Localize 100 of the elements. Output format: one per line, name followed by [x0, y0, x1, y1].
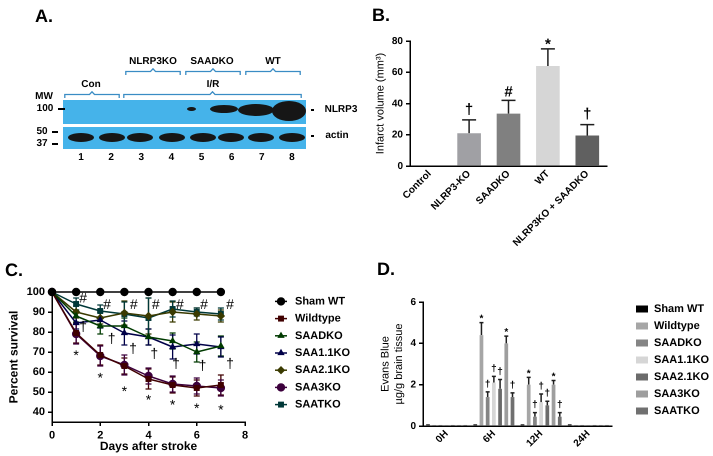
annotation: * [73, 347, 80, 364]
annotation: # [130, 296, 138, 312]
text: I/R [206, 79, 220, 91]
y-tick-label: 80 [32, 326, 45, 338]
y-tick-label: 6 [410, 296, 416, 308]
annotation: † [538, 380, 544, 392]
annotation: † [484, 378, 490, 390]
point [97, 352, 104, 358]
bar [536, 66, 560, 166]
annotation: # [176, 296, 184, 312]
y-tick-label: 60 [392, 67, 404, 78]
legend-label: Sham WT [654, 303, 704, 316]
point [144, 288, 153, 296]
annotation: * [504, 327, 508, 338]
chart-title: B. [372, 4, 390, 25]
legend-label: SAA1.1KO [654, 354, 710, 366]
point [146, 376, 152, 382]
y-tick-label: 0 [410, 420, 416, 432]
x-axis-title: Days after stroke [100, 439, 198, 454]
text: A. [35, 6, 53, 26]
legend-label: SAATKO [295, 398, 342, 411]
annotation: † [79, 318, 88, 334]
annotation: # [103, 296, 112, 312]
point [144, 312, 153, 320]
annotation: † [464, 100, 474, 118]
legend-label: Wildtype [295, 312, 341, 325]
legend-label: Wildtype [654, 320, 700, 332]
text: SAADKO [190, 56, 234, 68]
annotation: * [526, 368, 531, 380]
bar [533, 416, 537, 426]
annotation: † [226, 355, 234, 372]
point [120, 308, 129, 318]
text: NLRP3KO [129, 56, 177, 68]
text: actin [325, 130, 349, 142]
annotation: † [129, 340, 137, 356]
y-tick-label: 40 [32, 406, 45, 418]
bar [552, 384, 556, 426]
y-axis-title: Infarct volume (mm³) [374, 52, 387, 154]
annotation: † [510, 380, 516, 391]
annotation: * [194, 400, 200, 416]
annotation: † [556, 400, 563, 411]
annotation: * [98, 369, 104, 386]
annotation: † [583, 106, 592, 123]
point [73, 301, 80, 307]
bar [496, 114, 520, 166]
y-axis-title: Percent survival [6, 310, 21, 404]
annotation: # [200, 296, 208, 312]
y-tick-label: 4 [410, 338, 416, 350]
x-tick-label: 2 [97, 430, 104, 442]
legend-label: SAA1.1KO [295, 347, 350, 360]
bar [504, 343, 508, 426]
annotation: # [152, 296, 160, 312]
x-tick-label: 0 [48, 430, 56, 442]
point [97, 308, 104, 314]
y-tick-label: 40 [392, 98, 404, 110]
bar [486, 397, 490, 426]
bar [545, 405, 550, 426]
point [192, 310, 201, 318]
point [192, 288, 201, 296]
x-tick-label: 6 [194, 430, 200, 442]
annotation: * [544, 36, 551, 53]
bar [480, 335, 484, 426]
y-tick-label: 70 [32, 346, 45, 358]
bar [498, 388, 502, 426]
point [218, 382, 224, 388]
point [96, 322, 104, 328]
legend-label: SAA2.1KO [654, 371, 710, 384]
text: WT [265, 56, 281, 68]
y-tick-label: 60 [32, 366, 45, 378]
x-tick-label: 4 [145, 430, 152, 442]
bar [492, 382, 496, 426]
point [72, 312, 80, 318]
point [216, 288, 226, 296]
bar [526, 384, 531, 426]
text: MW [35, 91, 53, 103]
annotation: † [108, 330, 116, 346]
chart-title: C. [5, 260, 23, 280]
annotation: † [544, 388, 550, 400]
bar [457, 133, 481, 166]
text: 1 2 3 4 5 6 7 8 [78, 152, 295, 164]
annotation: † [532, 400, 538, 411]
legend-label: SAA2.1KO [295, 364, 350, 376]
point [120, 328, 128, 336]
bar [510, 397, 514, 426]
point [120, 288, 129, 296]
x-tick-label: 6H [481, 428, 498, 446]
annotation: * [218, 402, 224, 418]
y-tick-label: 100 [26, 286, 45, 298]
point [193, 348, 200, 354]
point [194, 385, 200, 391]
legend-label: SAADKO [295, 330, 344, 342]
legend-label: SAA3KO [654, 388, 700, 400]
text: 37 [36, 138, 48, 150]
point [120, 322, 128, 328]
y-tick-label: 2 [410, 379, 416, 390]
bar [539, 402, 543, 426]
point [170, 382, 176, 388]
x-tick-label: WT [533, 168, 552, 188]
bar [575, 136, 600, 166]
text: Con [81, 79, 101, 91]
